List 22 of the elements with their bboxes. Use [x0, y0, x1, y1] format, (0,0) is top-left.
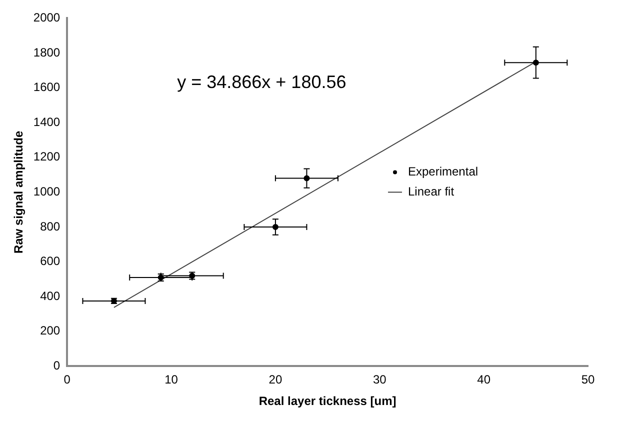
x-tick-label: 30: [372, 372, 387, 387]
x-tick-label: 50: [581, 372, 595, 387]
y-tick-label: 1400: [33, 114, 60, 129]
legend-label: Linear fit: [408, 184, 455, 199]
y-tick-label: 0: [53, 358, 60, 373]
y-tick-label: 2000: [33, 10, 60, 25]
y-tick-label: 600: [40, 254, 60, 268]
y-tick-label: 200: [40, 324, 60, 338]
x-tick-label: 10: [164, 372, 178, 387]
y-tick-label: 400: [40, 288, 60, 303]
y-tick-label: 1600: [33, 80, 60, 94]
x-tick-label: 0: [64, 372, 71, 387]
y-tick-label: 1200: [33, 150, 60, 164]
x-tick-label: 40: [477, 372, 491, 387]
y-axis-title: Raw signal amplitude: [12, 130, 26, 254]
y-tick-label: 1000: [33, 184, 60, 199]
annotation: y = 34.866x + 180.56: [177, 72, 346, 92]
legend-label: Experimental: [408, 164, 478, 179]
x-tick-label: 20: [268, 372, 282, 387]
x-axis-title: Real layer tickness [um]: [258, 394, 396, 408]
y-tick-label: 800: [40, 219, 60, 234]
y-tick-label: 1800: [33, 45, 60, 60]
